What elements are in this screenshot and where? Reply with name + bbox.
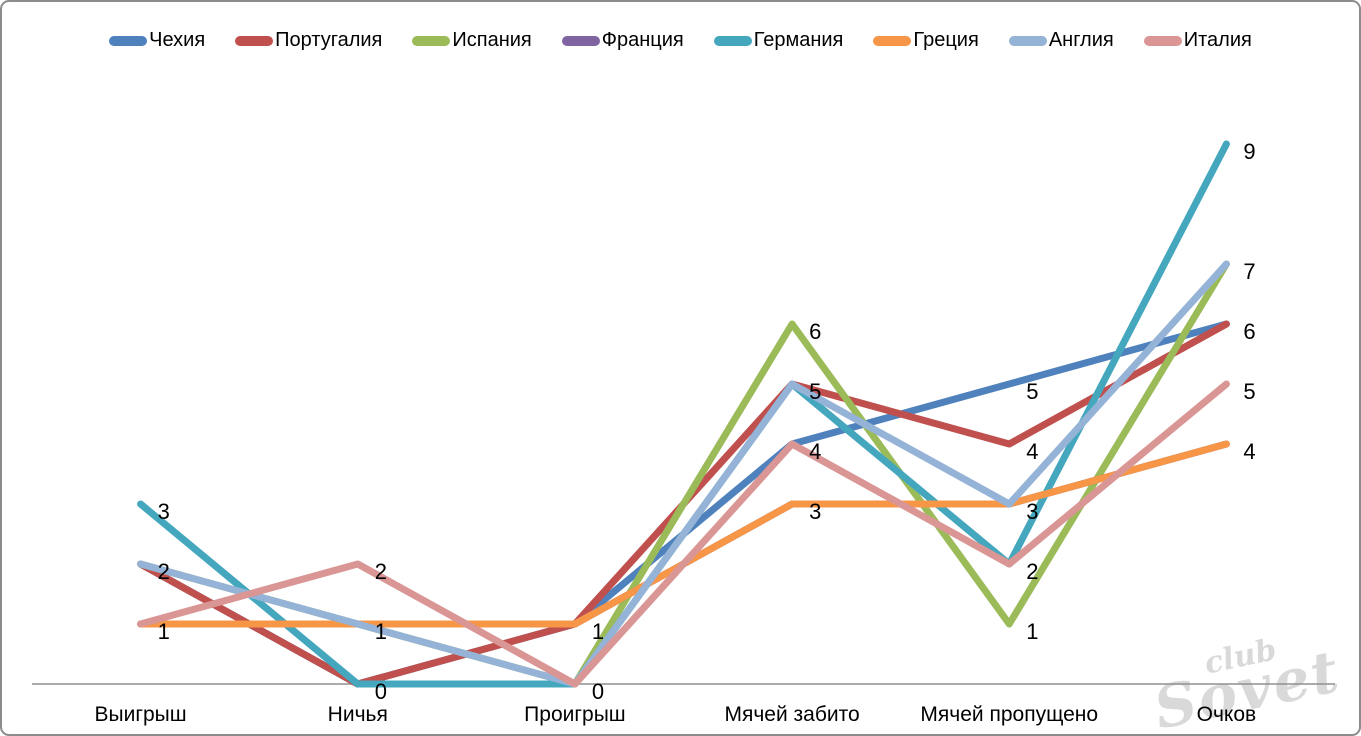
data-label: 1 <box>375 619 387 644</box>
legend-label: Чехия <box>149 29 206 51</box>
legend-item-1: Португалия <box>235 29 382 52</box>
series-line-7 <box>137 380 1230 688</box>
legend-swatch-icon <box>1008 35 1047 46</box>
legend-item-3: Франция <box>561 29 684 52</box>
legend-item-4: Германия <box>713 29 844 52</box>
data-label: 3 <box>809 499 821 524</box>
data-label: 5 <box>1243 379 1255 404</box>
legend-label: Франция <box>601 29 684 51</box>
x-axis-label: Ничья <box>328 703 388 726</box>
legend-item-0: Чехия <box>109 29 205 52</box>
series-line-6 <box>137 260 1230 688</box>
data-label: 4 <box>1243 439 1255 464</box>
data-label: 2 <box>158 559 170 584</box>
x-axis-label: Мячей забито <box>724 703 859 726</box>
data-label: 9 <box>1243 139 1255 164</box>
data-label: 6 <box>809 319 821 344</box>
legend-swatch-icon <box>873 35 912 46</box>
legend-swatch-icon <box>412 35 451 46</box>
x-axis-label: Мячей пропущено <box>920 703 1098 726</box>
data-label: 3 <box>158 499 170 524</box>
legend-label: Португалия <box>275 29 383 51</box>
legend-item-7: Италия <box>1143 29 1252 52</box>
data-label: 4 <box>1026 439 1038 464</box>
legend-swatch-icon <box>713 35 752 46</box>
chart-legend: Чехия Португалия Испания Франция Германия Гре… <box>2 29 1359 52</box>
legend-item-2: Испания <box>412 29 532 52</box>
x-axis-label: Проигрыш <box>524 703 625 726</box>
legend-label: Англия <box>1048 29 1114 51</box>
legend-item-6: Англия <box>1008 29 1114 52</box>
data-label: 6 <box>1243 319 1255 344</box>
legend-label: Италия <box>1183 29 1252 51</box>
x-axis-label: Очков <box>1197 703 1257 726</box>
legend-label: Германия <box>753 29 844 51</box>
data-label: 2 <box>375 559 387 584</box>
legend-label: Испания <box>452 29 532 51</box>
legend-swatch-icon <box>561 35 600 46</box>
data-label: 4 <box>809 439 821 464</box>
data-label: 5 <box>1026 379 1038 404</box>
data-label: 1 <box>1026 619 1038 644</box>
legend-swatch-icon <box>235 35 274 46</box>
data-label: 2 <box>1026 559 1038 584</box>
x-axis-label: Выигрыш <box>95 703 187 726</box>
data-label: 3 <box>1026 499 1038 524</box>
legend-item-5: Греция <box>873 29 979 52</box>
legend-label: Греция <box>913 29 979 51</box>
data-label: 0 <box>592 679 604 704</box>
data-label: 7 <box>1243 259 1255 284</box>
data-label: 0 <box>375 679 387 704</box>
legend-swatch-icon <box>109 35 148 46</box>
data-label: 1 <box>158 619 170 644</box>
data-label: 1 <box>592 619 604 644</box>
legend-swatch-icon <box>1143 35 1182 46</box>
data-label: 5 <box>809 379 821 404</box>
